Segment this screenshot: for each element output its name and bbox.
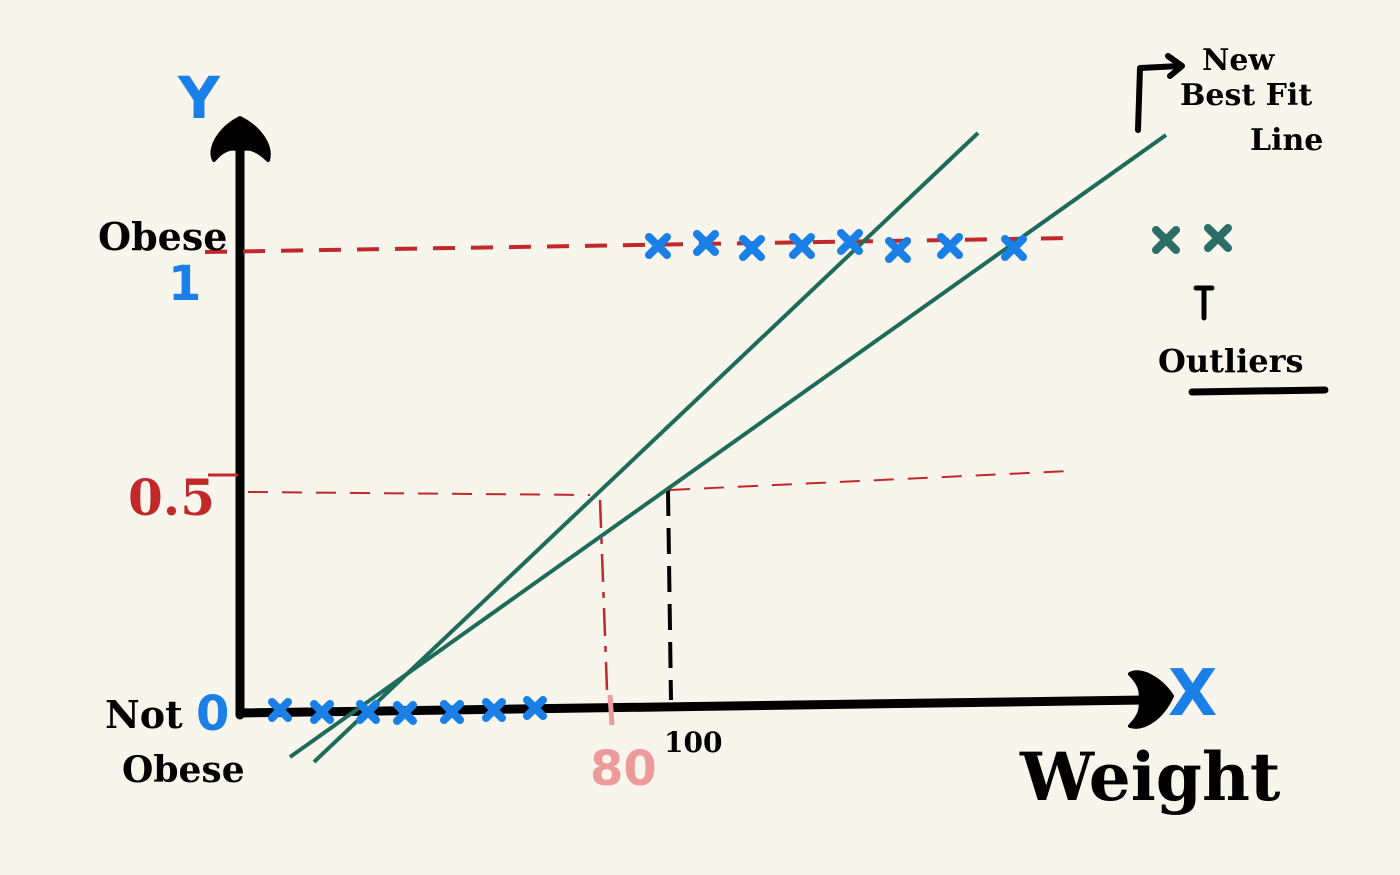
- x-axis-arrowhead: [1128, 670, 1174, 729]
- y-top-value-label: 1: [168, 256, 201, 312]
- outliers-arrow: [1193, 285, 1215, 321]
- new-best-fit-annotation: New Best Fit Line: [1135, 43, 1323, 158]
- data-point-x: [482, 698, 506, 722]
- data-point-x: [268, 698, 292, 722]
- new-best-fit-line: [288, 133, 1168, 759]
- x-tick-80: [607, 694, 615, 726]
- data-point-x: [837, 229, 863, 255]
- y-top-category-label: Obese: [98, 214, 227, 259]
- data-points-obese: [645, 229, 1027, 263]
- y1-dashed-line: [204, 236, 1071, 254]
- data-point-x: [356, 700, 380, 724]
- x-axis-line: [235, 695, 1150, 718]
- new-best-fit-label-line3: Line: [1250, 123, 1323, 158]
- outliers-underline: [1188, 386, 1329, 396]
- threshold-drop-line-80: [598, 499, 609, 691]
- x-tick-80-label: 80: [590, 741, 657, 797]
- y-bottom-category-label-line1: Not: [105, 692, 183, 737]
- data-point-x: [693, 230, 719, 256]
- outlier-point-x: [1152, 226, 1180, 254]
- data-point-x: [885, 237, 911, 263]
- data-point-x: [937, 233, 963, 259]
- original-best-fit-line: [312, 131, 980, 764]
- y-bottom-category-label-line2: Obese: [122, 749, 245, 791]
- annotation-bracket: [1135, 53, 1185, 133]
- axes: [210, 116, 1174, 729]
- data-point-x: [645, 233, 671, 259]
- outliers-annotation: Outliers: [1158, 285, 1329, 396]
- x-axis-label: X: [1168, 657, 1217, 731]
- data-point-x: [440, 700, 464, 724]
- outlier-points: [1152, 224, 1232, 254]
- new-best-fit-label-line2: Best Fit: [1180, 78, 1312, 113]
- x-tick-100-label: 100: [664, 726, 722, 759]
- data-point-x: [523, 696, 547, 720]
- outlier-point-x: [1204, 224, 1232, 252]
- data-point-x: [789, 233, 815, 259]
- threshold-drop-line-100: [666, 489, 673, 701]
- data-points-not-obese: [268, 696, 547, 725]
- new-best-fit-label-line1: New: [1202, 43, 1276, 78]
- data-point-x: [393, 701, 417, 725]
- x-axis-title: Weight: [1019, 738, 1281, 816]
- threshold-label: 0.5: [128, 468, 215, 527]
- data-point-x: [1001, 235, 1027, 261]
- outliers-label: Outliers: [1158, 342, 1303, 380]
- threshold-0.5-dashed-line: [247, 470, 1071, 496]
- data-point-x: [739, 235, 765, 261]
- y-axis-arrowhead: [210, 116, 271, 162]
- fit-lines: [288, 131, 1168, 764]
- y-axis-label: Y: [177, 64, 221, 132]
- y-bottom-value-label: 0: [196, 686, 229, 742]
- reference-lines: [204, 236, 1071, 701]
- data-point-x: [310, 700, 334, 724]
